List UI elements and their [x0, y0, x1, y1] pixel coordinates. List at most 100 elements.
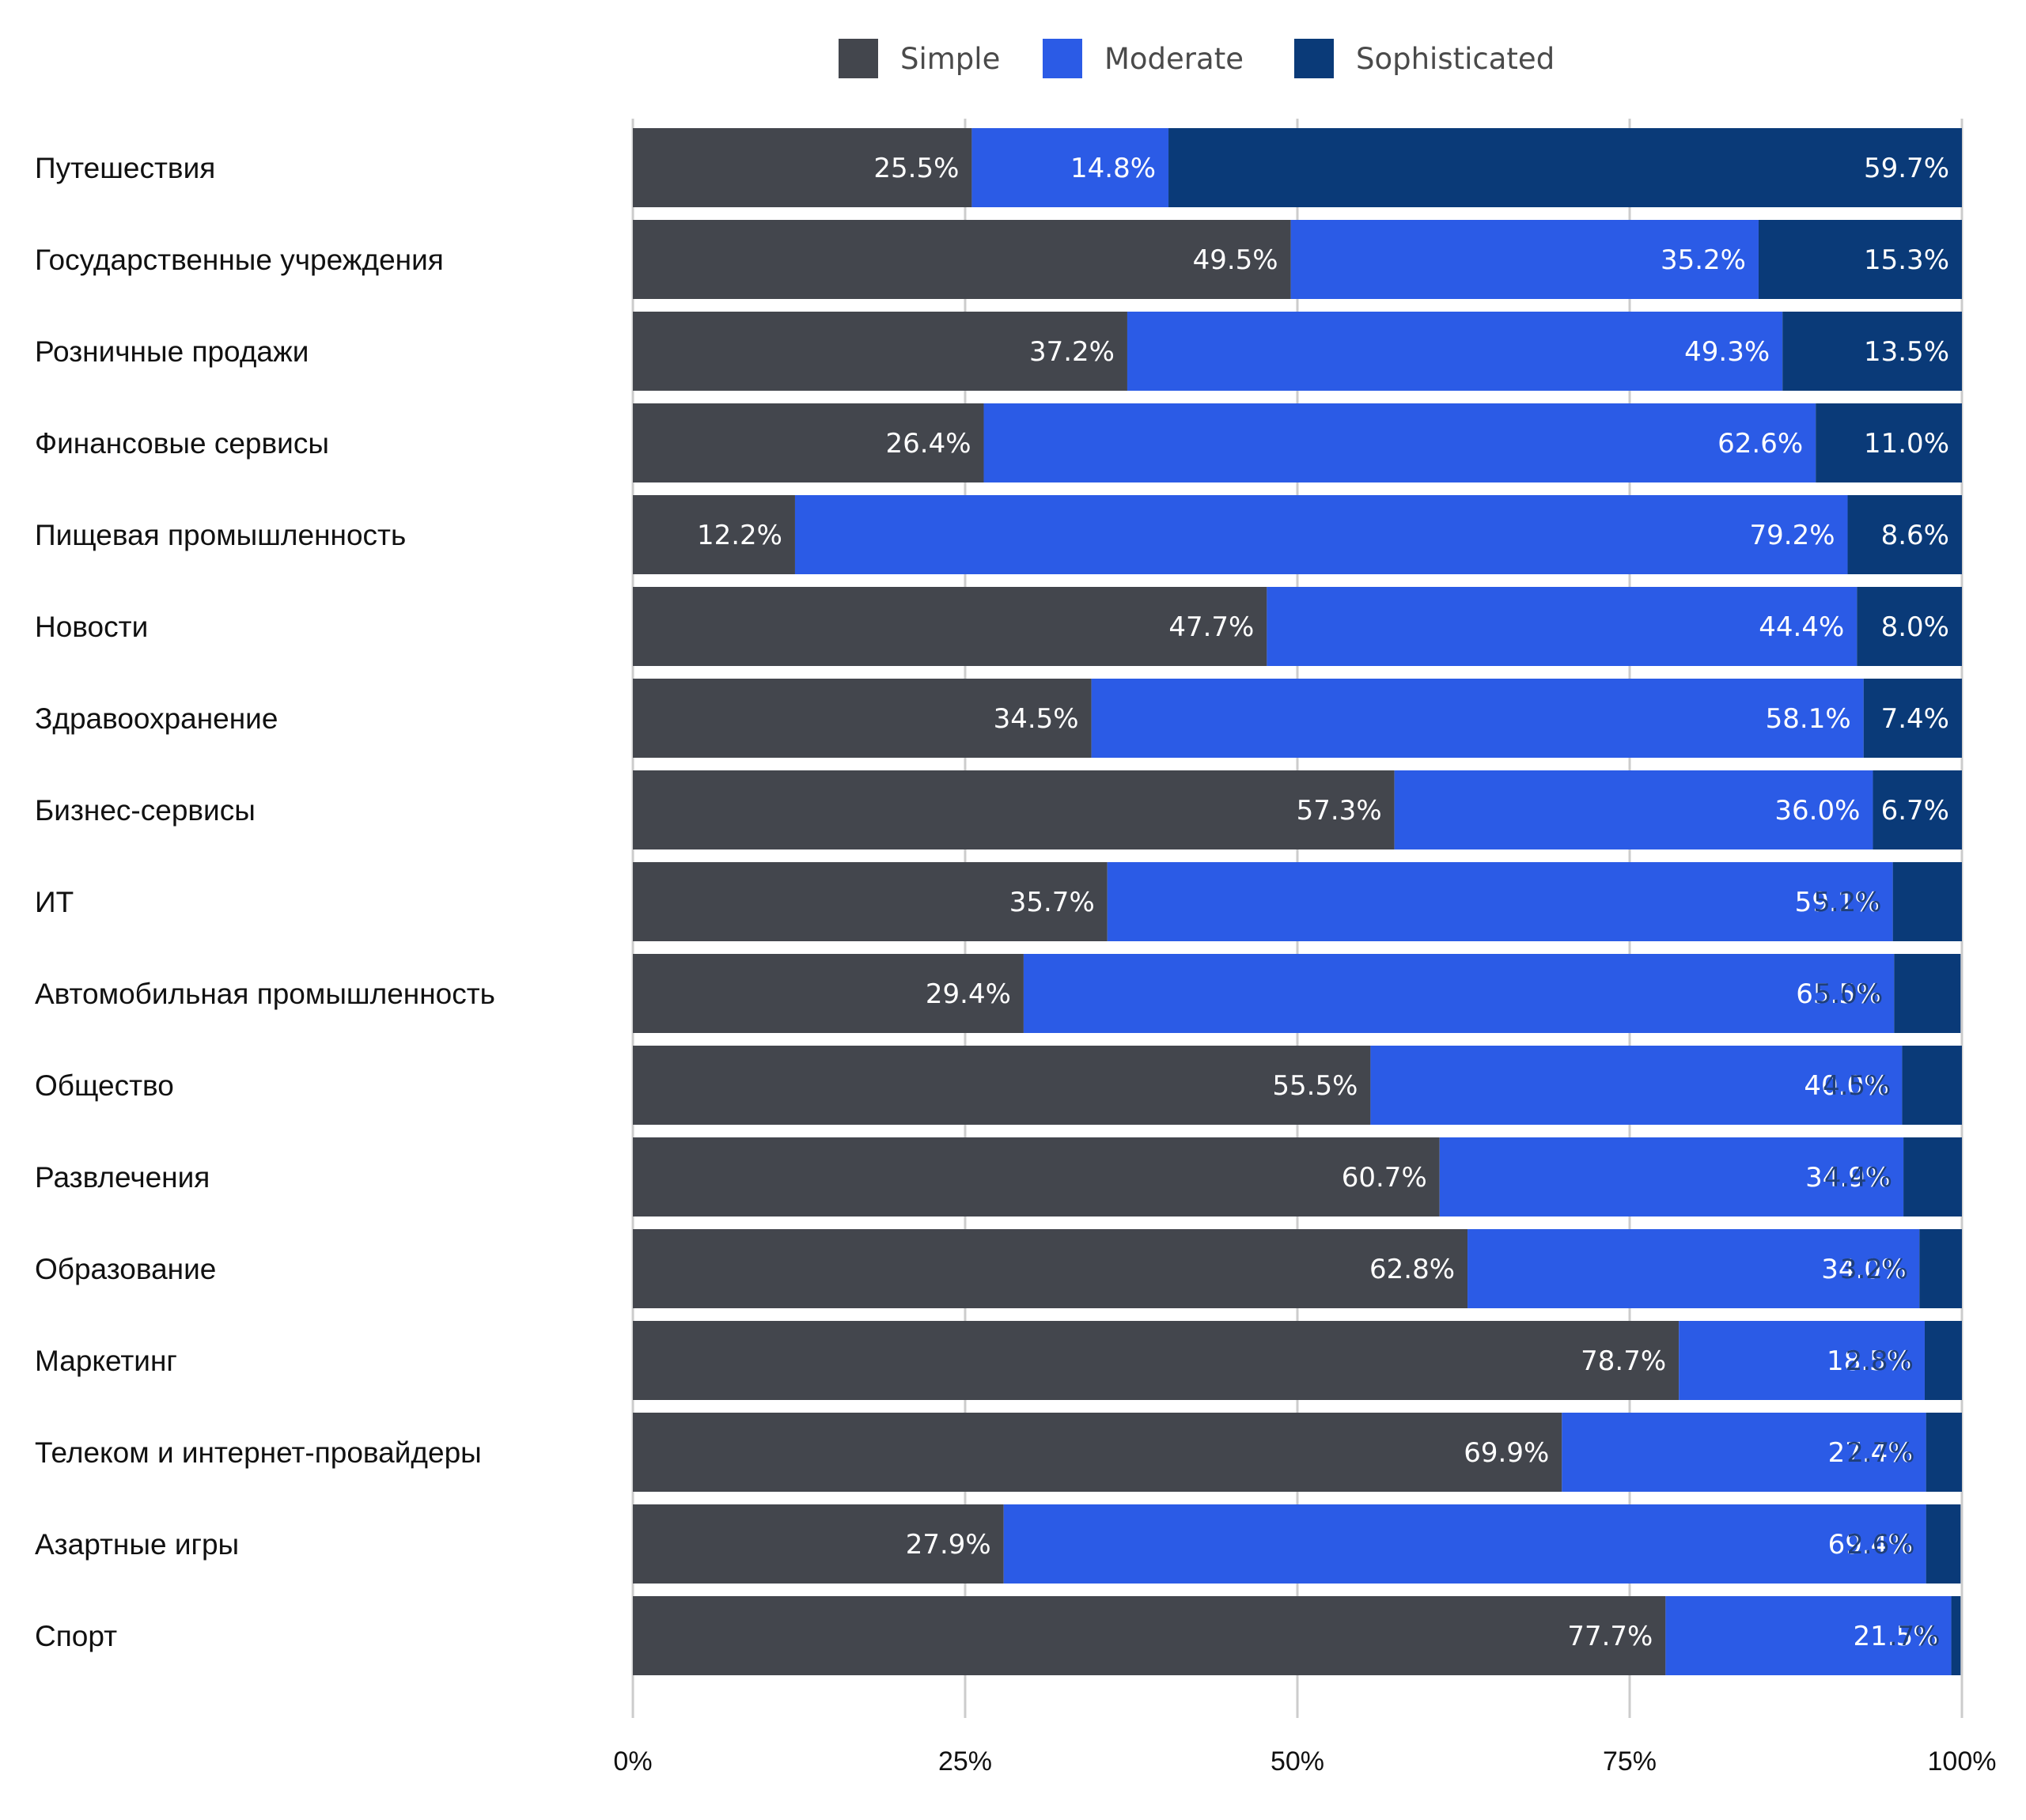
bar-segment-simple	[633, 1229, 1468, 1308]
category-label: Азартные игры	[35, 1528, 239, 1561]
bar-segment-moderate	[1091, 679, 1864, 758]
data-label-sophisticated: 5.0%	[1815, 978, 1883, 1010]
bar-segment-moderate	[971, 128, 1169, 207]
bar-segment-simple	[633, 862, 1108, 941]
data-label-moderate: 14.8%	[1070, 153, 1156, 184]
bar-segment-simple	[633, 1504, 1004, 1584]
data-label-moderate: 44.4%	[1759, 611, 1844, 643]
data-label-simple: 34.5%	[994, 703, 1079, 735]
x-tick-label: 100%	[1928, 1746, 1997, 1776]
data-label-sophisticated: 7.4%	[1881, 703, 1949, 735]
data-label-sophisticated: 11.0%	[1864, 428, 1949, 460]
data-label-sophisticated: 8.0%	[1881, 611, 1949, 643]
legend-swatch-moderate	[1043, 39, 1082, 78]
bar-segment-moderate	[1127, 312, 1783, 391]
category-label: Развлечения	[35, 1161, 210, 1194]
category-label: Финансовые сервисы	[35, 427, 329, 460]
x-tick-label: 25%	[938, 1746, 992, 1776]
bar-segment-simple	[633, 1321, 1679, 1400]
bar-segment-simple	[633, 403, 984, 482]
bar-segment-sophisticated	[1857, 587, 1962, 666]
bar-segment-sophisticated	[1894, 954, 1961, 1033]
data-label-sophisticated: 6.7%	[1881, 795, 1949, 827]
data-label-simple: 12.2%	[697, 520, 782, 551]
bar-segment-simple	[633, 679, 1092, 758]
bar-segment-moderate	[1394, 770, 1873, 849]
data-label-moderate: 49.3%	[1684, 336, 1770, 368]
bar-segment-simple	[633, 495, 795, 574]
bar-segment-moderate	[1003, 1504, 1926, 1584]
data-label-simple: 78.7%	[1581, 1345, 1666, 1377]
data-label-moderate: 21.5%	[1854, 1621, 1939, 1652]
category-label: Маркетинг	[35, 1345, 177, 1377]
data-label-simple: 49.5%	[1193, 244, 1278, 276]
bar-segment-simple	[633, 954, 1024, 1033]
bar-segment-simple	[633, 1596, 1666, 1675]
data-label-sophisticated: 8.6%	[1881, 520, 1949, 551]
bar-segment-sophisticated	[1873, 770, 1962, 849]
data-label-simple: 77.7%	[1567, 1621, 1653, 1652]
data-label-simple: 55.5%	[1272, 1070, 1358, 1102]
data-label-sophisticated: 3.2%	[1840, 1254, 1908, 1285]
data-label-sophisticated: 4.4%	[1824, 1162, 1892, 1194]
data-label-simple: 69.9%	[1464, 1437, 1549, 1469]
bar-segment-simple	[633, 1046, 1371, 1125]
legend-label-simple: Simple	[900, 42, 1000, 76]
bar-segment-sophisticated	[1847, 495, 1962, 574]
category-label: Образование	[35, 1253, 216, 1285]
bar-segment-moderate	[1679, 1321, 1925, 1400]
category-label: Спорт	[35, 1620, 117, 1652]
data-label-sophisticated: 4.5%	[1823, 1070, 1891, 1102]
bar-segment-sophisticated	[1903, 1137, 1962, 1216]
x-tick-label: 75%	[1603, 1746, 1657, 1776]
bar-segment-sophisticated	[1892, 862, 1962, 941]
bar-segment-sophisticated	[1863, 679, 1962, 758]
data-label-sophisticated: 2.7%	[1846, 1437, 1914, 1469]
bar-segment-sophisticated	[1168, 128, 1962, 207]
category-label: Общество	[35, 1069, 174, 1102]
data-label-moderate: 59.1%	[1795, 887, 1880, 918]
bar-segment-sophisticated	[1758, 220, 1962, 299]
data-label-sophisticated: .7%	[1889, 1621, 1941, 1652]
category-label: ИТ	[35, 886, 74, 918]
bar-segment-sophisticated	[1919, 1229, 1962, 1308]
bar-segment-sophisticated	[1902, 1046, 1962, 1125]
data-label-moderate: 58.1%	[1766, 703, 1851, 735]
bar-segment-moderate	[1467, 1229, 1920, 1308]
category-label: Автомобильная промышленность	[35, 978, 495, 1010]
data-label-simple: 29.4%	[926, 978, 1011, 1010]
bar-segment-sophisticated	[1926, 1413, 1962, 1492]
bar-segment-simple	[633, 312, 1127, 391]
bar-segment-simple	[633, 587, 1267, 666]
bar-segment-sophisticated	[1782, 312, 1962, 391]
bar-segment-moderate	[1665, 1596, 1952, 1675]
bar-segment-simple	[633, 128, 972, 207]
data-label-simple: 27.9%	[906, 1529, 991, 1561]
data-label-sophisticated: 2.6%	[1846, 1529, 1914, 1561]
data-label-simple: 47.7%	[1168, 611, 1254, 643]
data-label-simple: 26.4%	[886, 428, 971, 460]
category-label: Розничные продажи	[35, 335, 309, 368]
data-label-moderate: 36.0%	[1774, 795, 1860, 827]
data-label-sophisticated: 5.2%	[1813, 887, 1881, 918]
x-axis-tick-labels: 0% 25% 50% 75% 100%	[613, 1746, 1996, 1776]
data-label-sophisticated: 13.5%	[1864, 336, 1949, 368]
data-label-simple: 62.8%	[1369, 1254, 1455, 1285]
bar-segment-sophisticated	[1816, 403, 1962, 482]
category-label: Пищевая промышленность	[35, 519, 406, 551]
bar-labels: 25.5% 14.8% 59.7% 49.5% 35.2% 15.3% 37.2% 49.3%…	[697, 153, 1949, 1652]
bar-segment-moderate	[1439, 1137, 1904, 1216]
data-label-moderate: 34.9%	[1805, 1162, 1891, 1194]
category-label: Путешествия	[35, 152, 215, 184]
category-label: Бизнес-сервисы	[35, 794, 256, 827]
category-label: Новости	[35, 611, 148, 643]
bar-segment-simple	[633, 770, 1395, 849]
legend-label-sophisticated: Sophisticated	[1356, 42, 1555, 76]
data-label-moderate: 69.4%	[1828, 1529, 1914, 1561]
legend: Simple Moderate Sophisticated	[839, 39, 1555, 78]
data-label-sophisticated: 59.7%	[1864, 153, 1949, 184]
bar-segment-moderate	[1370, 1046, 1903, 1125]
data-label-moderate: 79.2%	[1750, 520, 1835, 551]
category-label: Государственные учреждения	[35, 244, 444, 276]
